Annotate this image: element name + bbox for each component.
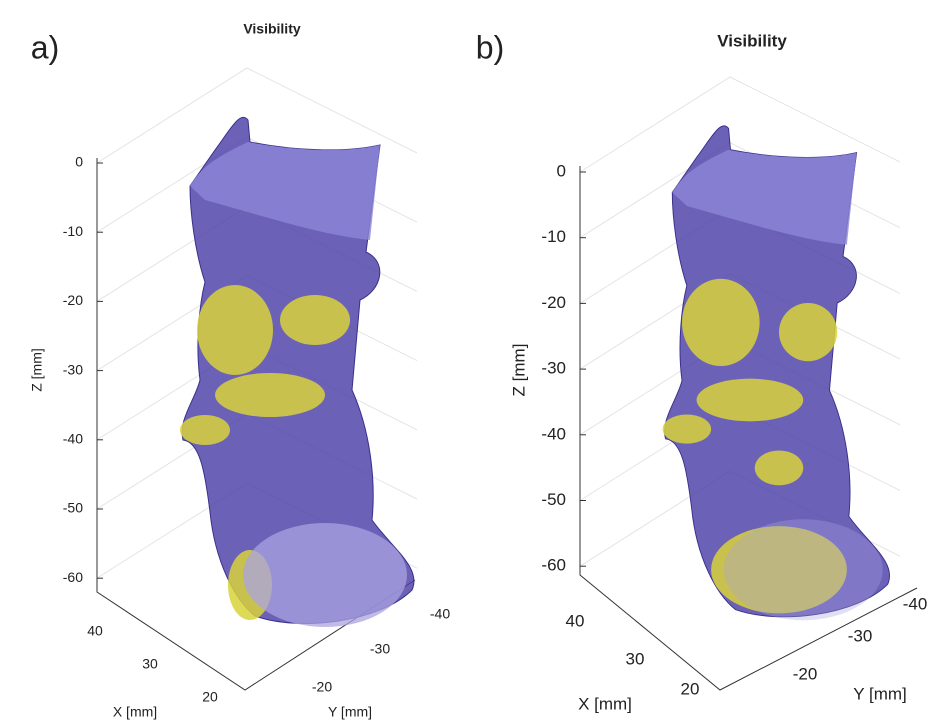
title: Visibility (717, 31, 787, 50)
x-tick-label: 30 (626, 649, 645, 668)
y-tick-label: -40 (903, 594, 928, 613)
z-tick-label: -60 (63, 569, 83, 585)
panel-label: a) (31, 29, 59, 65)
x-tick-label: 20 (681, 679, 700, 698)
surface-base (723, 519, 883, 621)
x-tick-label: 20 (202, 689, 218, 705)
visible-patch (696, 378, 804, 422)
z-tick-label: -30 (541, 359, 566, 378)
visible-patch (711, 526, 847, 614)
x-tick-label: 30 (142, 656, 158, 672)
z-tick-label: -60 (541, 556, 566, 575)
z-tick-label: -30 (63, 361, 83, 377)
surface (180, 117, 415, 627)
z-tick-label: -40 (63, 431, 83, 447)
z-tick-label: 0 (557, 161, 566, 180)
y-tick-label: -40 (430, 606, 450, 622)
y-tick-label: -20 (793, 664, 818, 683)
x-tick-label: 40 (566, 611, 585, 630)
visible-patch (180, 415, 230, 445)
y-axis-label: Y [mm] (328, 704, 372, 720)
x-tick-label: 40 (87, 623, 103, 639)
panel: b) Visibility 0 -10 -20 -30 -40 -50 -60 40 30 20 -20… (476, 29, 928, 713)
surface-body (664, 125, 890, 618)
surface-top (190, 142, 380, 240)
z-tick-label: -20 (63, 292, 83, 308)
z-tick-label: 0 (75, 154, 83, 170)
visible-patch (682, 278, 760, 367)
z-tick-label: -10 (63, 223, 83, 239)
x-axis-label: X [mm] (113, 704, 157, 720)
z-tick-label: -40 (541, 424, 566, 443)
visible-patch (779, 303, 838, 362)
z-axis-label: Z [mm] (29, 348, 45, 392)
z-tick-label: -50 (541, 490, 566, 509)
axes (579, 166, 918, 691)
visible-patch (280, 295, 350, 345)
visible-patch (754, 450, 804, 486)
z-tick-label: -10 (541, 227, 566, 246)
title: Visibility (243, 21, 301, 37)
surface-base (243, 523, 407, 627)
panel: a) Visibility 0 -10 -20 -30 -40 -50 -60 40 30 20 -20… (29, 21, 451, 720)
surface-top (672, 149, 857, 245)
axes (96, 158, 416, 691)
y-tick-label: -30 (848, 626, 873, 645)
panel-label: b) (476, 29, 504, 65)
y-tick-label: -20 (312, 679, 332, 695)
visible-patch (662, 414, 712, 444)
y-axis-label: Y [mm] (853, 684, 907, 703)
z-axis-label: Z [mm] (509, 344, 528, 397)
y-tick-label: -30 (370, 641, 390, 657)
z-tick-label: -50 (63, 500, 83, 516)
z-tick-label: -20 (541, 293, 566, 312)
visible-patch (215, 373, 325, 417)
surface (662, 125, 890, 621)
visible-patch (197, 285, 273, 375)
x-axis-label: X [mm] (578, 694, 632, 713)
